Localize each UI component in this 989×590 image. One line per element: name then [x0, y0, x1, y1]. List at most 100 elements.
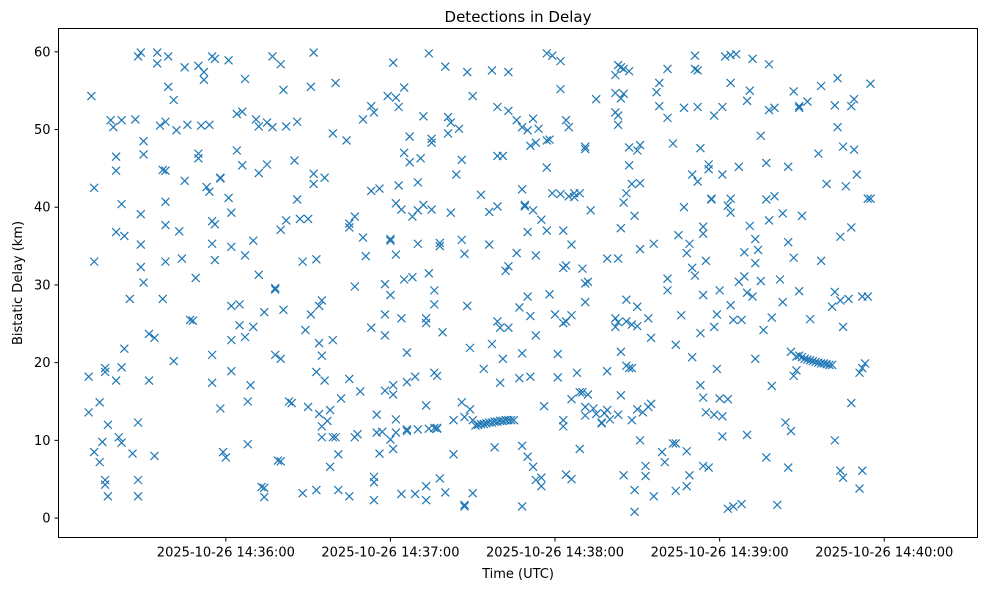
- data-point-341: [525, 372, 535, 382]
- data-point-39: [139, 136, 148, 146]
- data-point-423: [616, 223, 626, 233]
- data-point-199: [377, 427, 387, 437]
- data-point-606: [835, 232, 845, 242]
- data-point-521: [723, 201, 733, 211]
- data-point-71: [193, 153, 203, 163]
- data-point-531: [731, 49, 741, 59]
- data-point-344: [528, 462, 538, 472]
- data-point-101: [235, 320, 244, 330]
- data-point-296: [484, 207, 494, 217]
- data-point-58: [169, 95, 179, 105]
- data-point-542: [745, 221, 755, 231]
- data-point-317: [503, 67, 513, 77]
- data-point-598: [824, 360, 834, 370]
- data-point-30: [130, 114, 140, 124]
- data-point-448: [632, 404, 642, 414]
- data-point-565: [778, 297, 788, 307]
- data-point-66: [185, 315, 195, 325]
- data-point-510: [709, 322, 719, 332]
- data-point-125: [270, 285, 280, 295]
- data-point-77: [204, 187, 214, 197]
- data-point-202: [380, 331, 390, 340]
- data-point-62: [177, 254, 187, 263]
- data-point-6: [95, 397, 105, 407]
- data-point-138: [289, 156, 299, 166]
- data-point-205: [386, 236, 395, 246]
- data-point-313: [498, 354, 508, 364]
- data-point-386: [575, 444, 585, 454]
- data-point-564: [778, 209, 788, 218]
- data-point-427: [619, 89, 629, 99]
- data-point-216: [391, 414, 401, 424]
- data-point-501: [698, 461, 708, 471]
- data-point-435: [624, 142, 634, 152]
- data-point-179: [344, 491, 354, 501]
- data-point-200: [380, 279, 390, 289]
- data-point-582: [797, 211, 807, 221]
- data-point-222: [396, 313, 406, 323]
- data-point-597: [822, 179, 832, 189]
- data-point-165: [325, 405, 335, 415]
- data-point-368: [558, 226, 568, 235]
- plot-frame: [58, 28, 978, 538]
- data-point-573: [789, 253, 799, 263]
- y-tick-label-0: 0: [42, 512, 50, 527]
- data-point-552: [761, 195, 771, 204]
- data-point-60: [172, 125, 181, 135]
- data-point-592: [816, 81, 826, 91]
- data-point-90: [221, 453, 231, 462]
- data-point-47: [152, 59, 162, 68]
- data-point-40: [139, 149, 148, 159]
- data-point-127: [273, 456, 283, 465]
- data-point-119: [259, 307, 269, 317]
- data-point-336: [523, 227, 533, 237]
- data-point-167: [328, 128, 338, 138]
- data-point-505: [704, 160, 714, 169]
- data-point-65: [183, 120, 192, 130]
- data-point-42: [144, 376, 154, 385]
- data-point-420: [613, 410, 623, 420]
- data-point-441: [627, 415, 637, 425]
- data-point-315: [501, 266, 511, 276]
- data-point-110: [248, 236, 258, 246]
- data-point-600: [827, 302, 837, 312]
- data-point-297: [484, 240, 494, 249]
- data-point-22: [117, 438, 127, 448]
- data-point-470: [663, 274, 672, 284]
- data-point-72: [196, 121, 206, 131]
- data-point-21: [114, 432, 124, 442]
- data-point-563: [775, 275, 785, 284]
- data-point-456: [643, 313, 653, 323]
- data-point-231: [405, 157, 415, 167]
- data-point-610: [838, 322, 848, 332]
- x-tick-label-2: 2025-10-26 14:38:00: [486, 546, 624, 561]
- data-point-75: [202, 182, 212, 192]
- data-point-158: [317, 296, 327, 305]
- data-point-210: [388, 390, 398, 399]
- data-point-579: [794, 286, 804, 296]
- data-point-498: [698, 229, 708, 239]
- data-point-141: [295, 214, 305, 224]
- data-point-557: [764, 216, 774, 225]
- data-point-157: [314, 409, 324, 419]
- data-point-304: [493, 102, 502, 112]
- data-point-451: [635, 244, 645, 254]
- data-point-550: [756, 276, 766, 286]
- data-point-436: [624, 160, 634, 170]
- data-point-479: [679, 103, 689, 113]
- data-point-526: [726, 194, 736, 204]
- data-point-221: [396, 489, 406, 499]
- data-point-511: [709, 410, 719, 420]
- data-point-469: [663, 285, 672, 295]
- x-tick-label-3: 2025-10-26 14:39:00: [651, 546, 789, 561]
- data-point-85: [210, 219, 220, 229]
- y-tick-label-5: 50: [34, 123, 51, 138]
- data-point-103: [237, 160, 247, 170]
- data-point-20: [111, 376, 121, 385]
- data-point-12: [100, 367, 110, 377]
- data-point-233: [407, 272, 417, 282]
- data-point-365: [556, 56, 565, 66]
- data-point-242: [418, 200, 428, 210]
- data-point-161: [317, 432, 327, 442]
- data-point-274: [454, 124, 464, 134]
